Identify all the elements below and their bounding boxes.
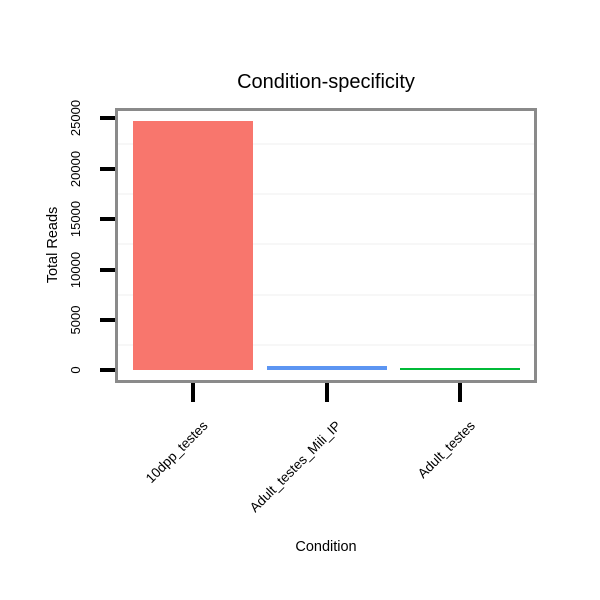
x-tick-label: 10dpp_testes bbox=[142, 418, 211, 486]
x-tick-mark bbox=[324, 383, 329, 402]
y-tick-mark bbox=[100, 368, 115, 373]
y-tick-mark bbox=[100, 217, 115, 222]
minor-gridline bbox=[118, 344, 534, 347]
x-tick-mark bbox=[191, 383, 195, 402]
minor-gridline bbox=[118, 142, 534, 145]
y-axis-title: Total Reads bbox=[45, 206, 61, 284]
minor-gridline bbox=[118, 192, 534, 195]
y-tick-label: 25000 bbox=[68, 100, 83, 137]
y-tick-mark bbox=[100, 116, 115, 121]
x-axis-title: Condition bbox=[295, 539, 357, 555]
y-tick-mark bbox=[100, 267, 115, 272]
minor-gridline bbox=[118, 243, 534, 246]
chart-title: Condition-specificity bbox=[237, 71, 415, 93]
x-tick-mark bbox=[458, 383, 462, 402]
bar-10dpp_testes bbox=[133, 121, 253, 371]
minor-gridline bbox=[118, 293, 534, 296]
y-tick-mark bbox=[100, 317, 115, 322]
bar-Adult_testes_Mili_IP bbox=[266, 365, 387, 371]
y-tick-mark bbox=[100, 166, 115, 171]
x-tick-label: Adult_testes bbox=[414, 418, 478, 482]
x-tick-label: Adult_testes_Mili_IP bbox=[247, 418, 345, 516]
bar-Adult_testes bbox=[400, 368, 520, 371]
